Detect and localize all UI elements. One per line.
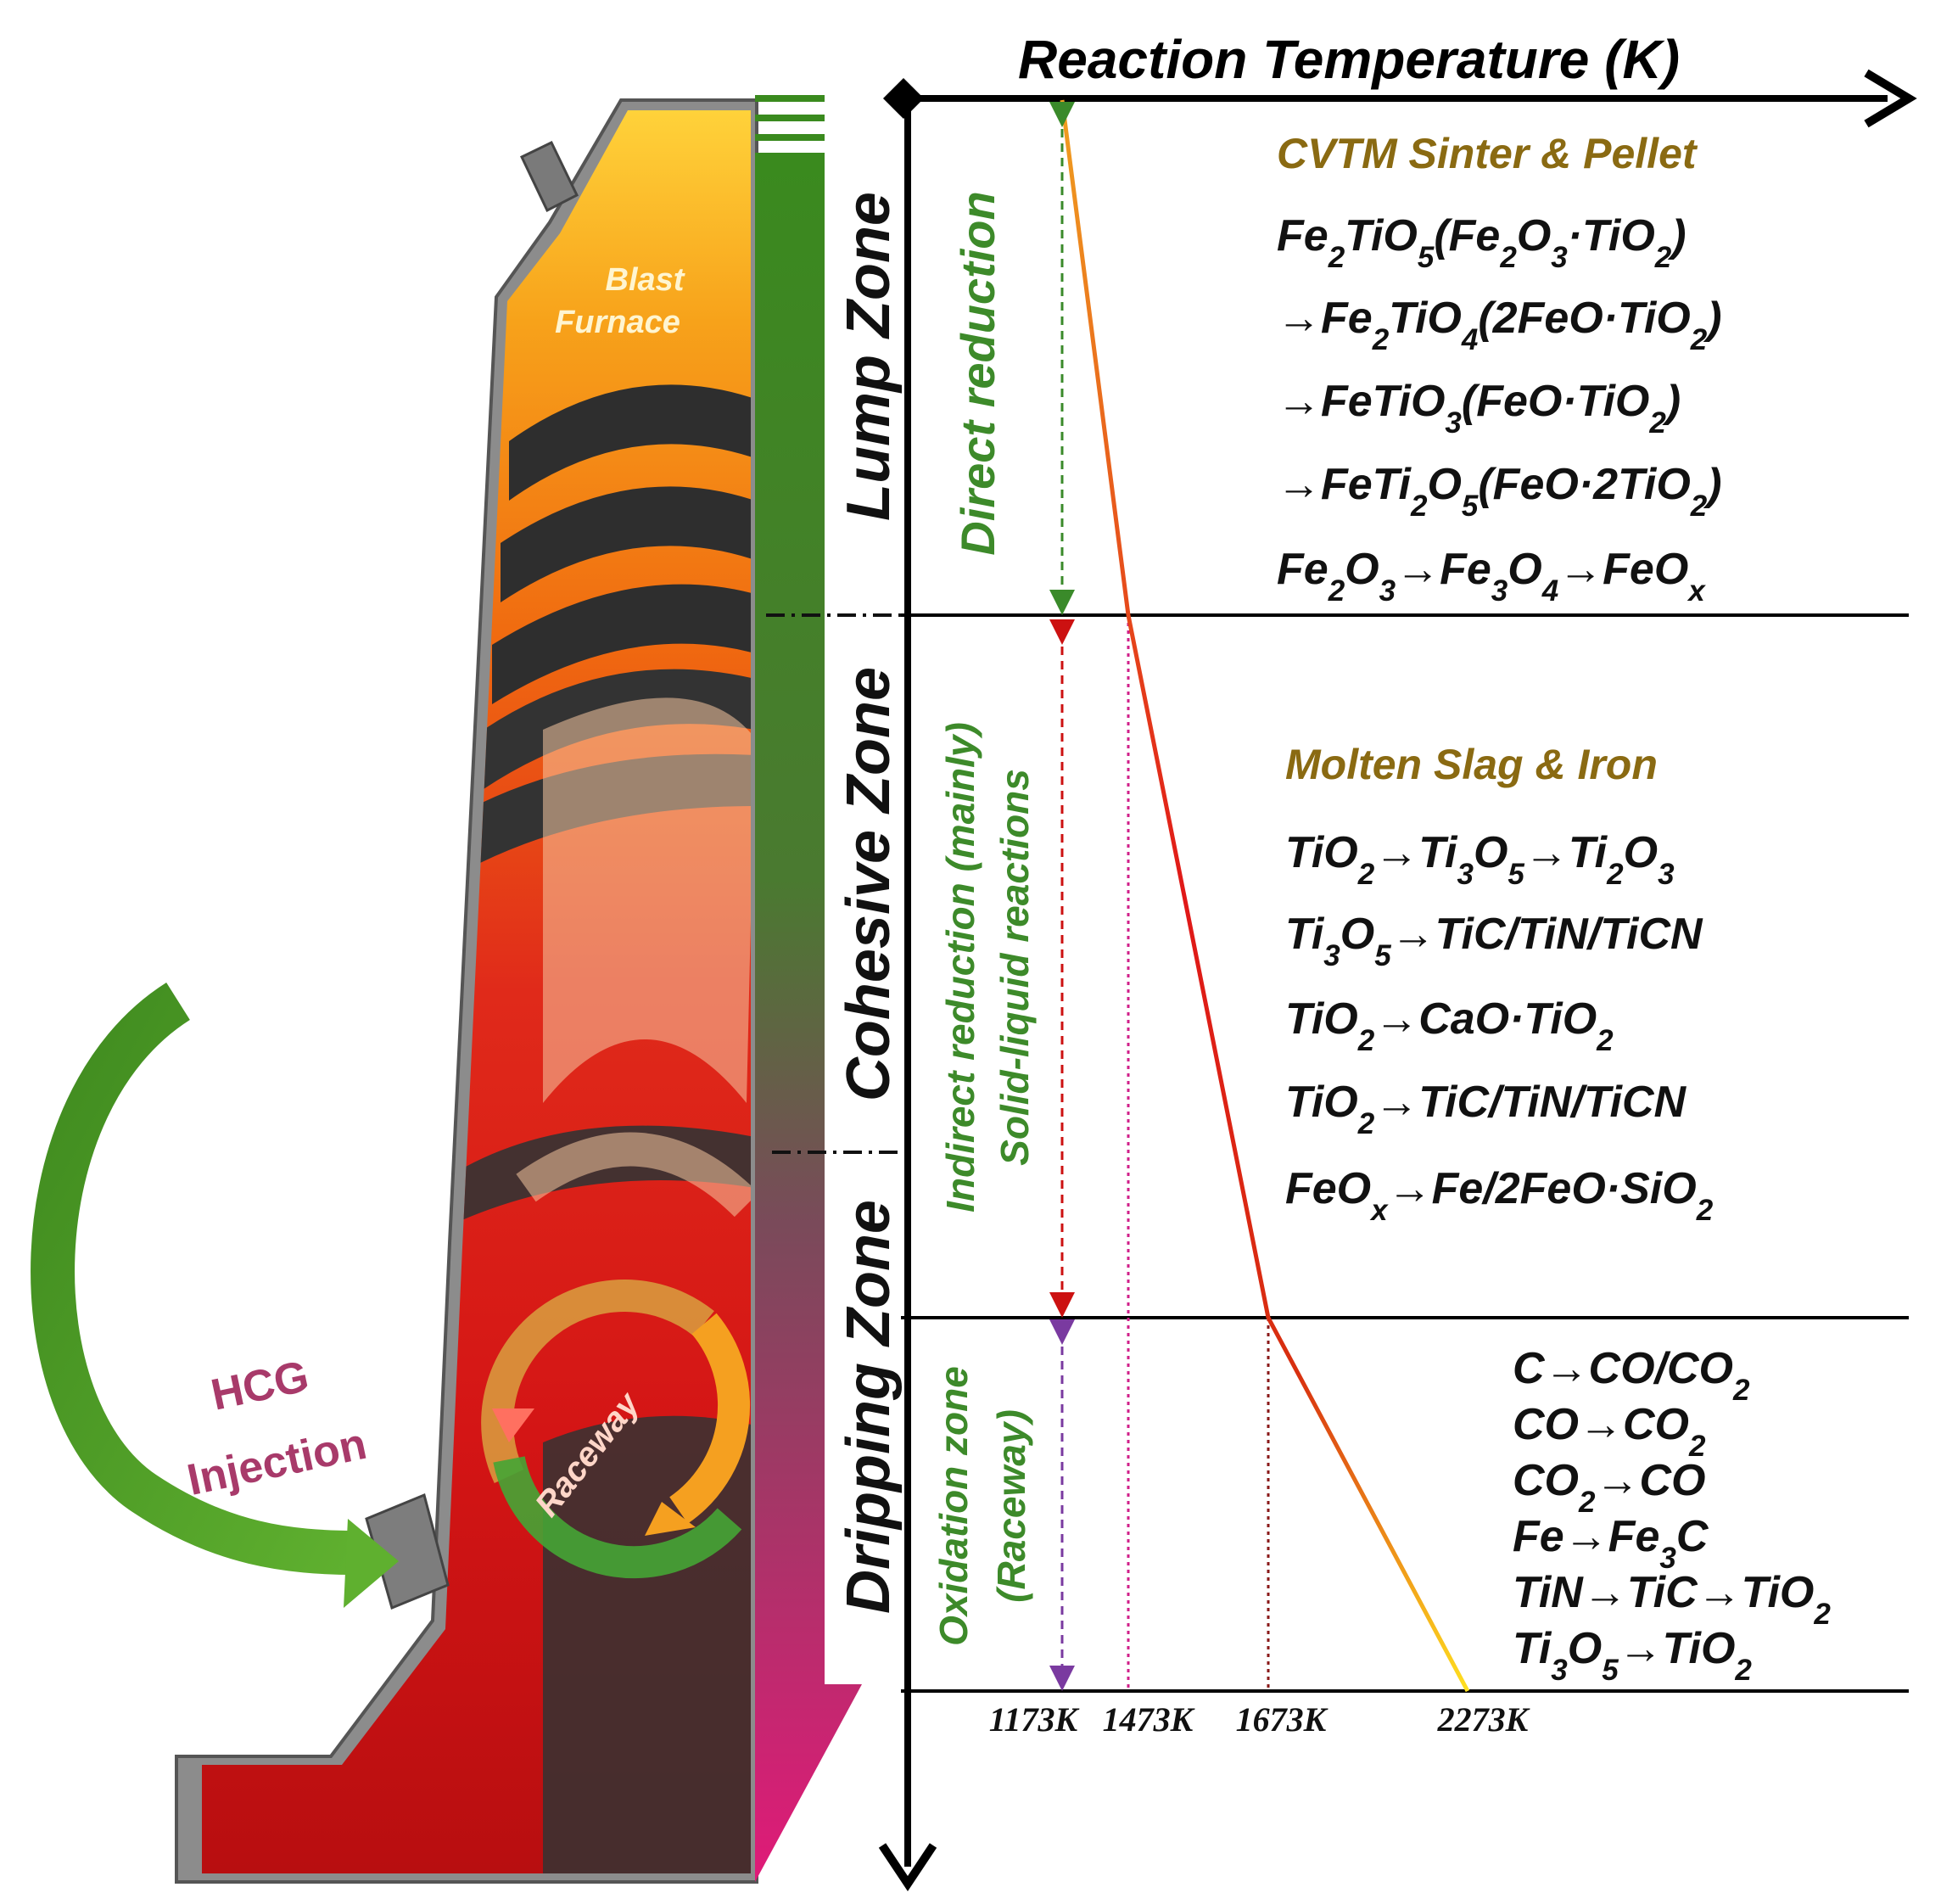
furnace-label-line-2: Furnace — [555, 305, 680, 340]
chart-title: Reaction Temperature (K) — [1018, 29, 1680, 90]
zone-label-lump: Lump Zone — [835, 192, 903, 521]
zone-label-cohesive: Cohesive Zone — [835, 667, 903, 1101]
injection-label-line-2: Injection — [183, 1420, 371, 1505]
reaction-equation: →Fe2TiO4(2FeO·TiO2) — [1277, 294, 1722, 356]
reaction-equation: Fe2O3→Fe3O4→FeOx — [1277, 545, 1706, 608]
zone-gradient-bar — [755, 95, 862, 1882]
tick-label: 1673K — [1236, 1700, 1328, 1739]
process-raceway: (Raceway) — [989, 1409, 1033, 1603]
process-solid-liquid: Solid-liquid reactions — [993, 769, 1037, 1166]
reactions-raceway: C→CO/CO2CO→CO2CO2→COFe→Fe3CTiN→TiC→TiO2T… — [1513, 1344, 1831, 1687]
tick-label: 1473K — [1103, 1700, 1195, 1739]
reactions-molten-slag-iron: TiO2→Ti3O5→Ti2O3 Ti3O5→TiC/TiN/TiCN TiO2→C… — [1285, 828, 1714, 1227]
furnace-top-pipe — [520, 140, 579, 213]
injection-label-line-1: HCG — [207, 1352, 313, 1420]
tuyere — [365, 1492, 450, 1610]
process-direct-reduction: Direct reduction — [951, 191, 1004, 555]
temperature-axes — [878, 69, 1917, 1892]
reaction-equation: Fe→Fe3C — [1513, 1512, 1709, 1575]
reaction-equation: TiO2→CaO·TiO2 — [1285, 994, 1614, 1057]
reaction-equation: →FeTiO3(FeO·TiO2) — [1277, 377, 1681, 440]
temperature-curve — [1060, 99, 1470, 1693]
zone-label-dripping: Dripping Zone — [835, 1200, 903, 1614]
heading-molten-slag-iron: Molten Slag & Iron — [1285, 741, 1658, 788]
reaction-equation: →FeTi2O5(FeO·2TiO2) — [1277, 460, 1722, 523]
reaction-equation: TiN→TiC→TiO2 — [1513, 1568, 1831, 1631]
reaction-equation: Fe2TiO5(Fe2O3·TiO2) — [1277, 211, 1686, 274]
furnace-label-line-1: Blast — [606, 262, 685, 298]
reaction-equation: Ti3O5→TiC/TiN/TiCN — [1285, 910, 1703, 972]
reaction-equation: TiO2→TiC/TiN/TiCN — [1285, 1078, 1687, 1140]
process-oxidation-zone: Oxidation zone — [931, 1366, 976, 1646]
reactions-sinter-pellet: Fe2TiO5(Fe2O3·TiO2) →Fe2TiO4(2FeO·TiO2) →F… — [1277, 211, 1722, 608]
blast-furnace: Blast Furnace — [175, 98, 758, 1884]
reaction-equation: CO→CO2 — [1513, 1400, 1706, 1463]
reaction-equation: TiO2→Ti3O5→Ti2O3 — [1285, 828, 1675, 891]
reaction-equation: CO2→CO — [1513, 1456, 1705, 1519]
hcg-injection-arrow: HCG Injection — [31, 983, 399, 1608]
reaction-equation: FeOx→Fe/2FeO·SiO2 — [1285, 1164, 1714, 1227]
process-indirect-reduction: Indirect reduction (mainly) — [938, 722, 982, 1212]
tick-label: 2273K — [1437, 1700, 1530, 1739]
reaction-equation: C→CO/CO2 — [1513, 1344, 1750, 1407]
reaction-equation: Ti3O5→TiO2 — [1513, 1624, 1752, 1687]
tick-label: 1173K — [989, 1700, 1080, 1739]
heading-cvtm-sinter-pellet: CVTM Sinter & Pellet — [1277, 130, 1698, 177]
